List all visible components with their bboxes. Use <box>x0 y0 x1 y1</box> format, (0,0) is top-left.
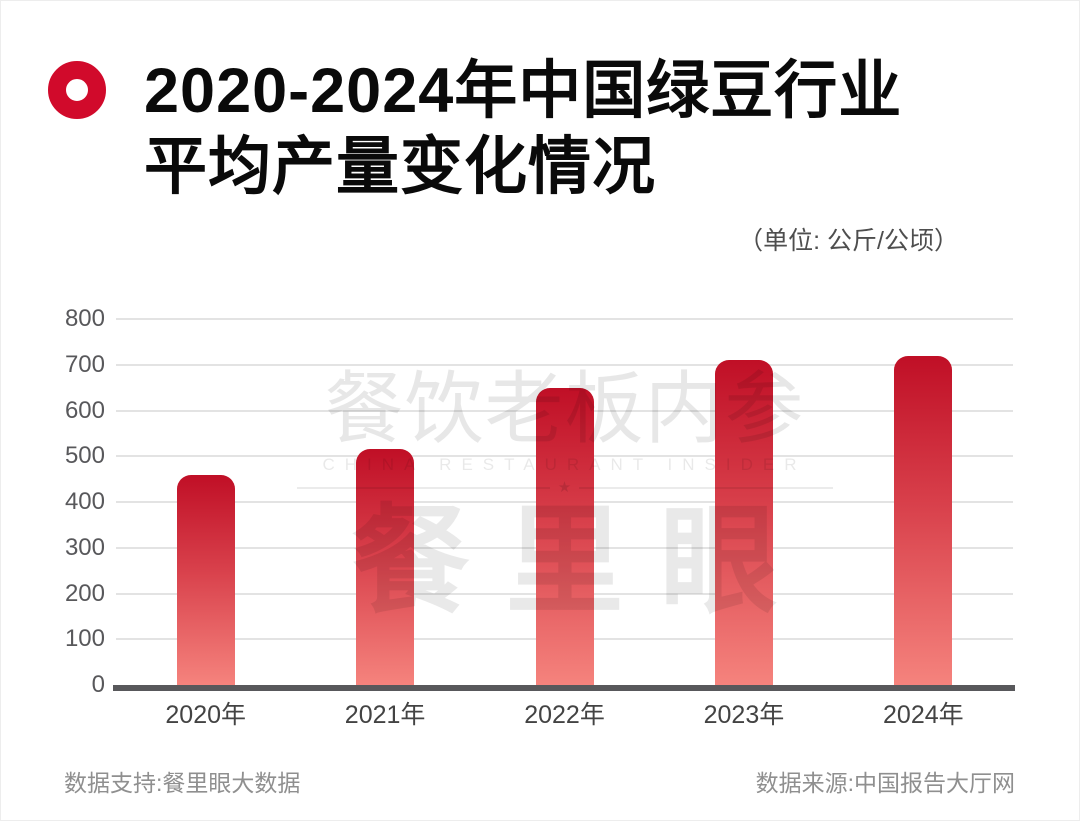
y-tick-label: 0 <box>91 671 105 698</box>
bar <box>894 355 953 685</box>
x-axis-baseline <box>113 685 1015 691</box>
bar-column <box>295 319 474 685</box>
y-tick-label: 300 <box>64 533 105 561</box>
bar-column <box>834 319 1013 685</box>
x-tick-label: 2024年 <box>883 701 964 729</box>
x-tick-label: 2021年 <box>344 701 426 729</box>
y-tick-label: 700 <box>64 350 105 378</box>
y-tick-label: 100 <box>64 625 105 653</box>
x-tick-label: 2023年 <box>703 701 785 729</box>
bar-column <box>654 319 833 685</box>
bar <box>176 474 235 685</box>
footer-data-source: 数据来源:中国报告大厅网 <box>755 770 1015 796</box>
y-tick-label: 400 <box>64 488 105 515</box>
y-tick-label: 500 <box>64 442 105 470</box>
unit-label: （单位: 公斤/公顷） <box>738 227 959 255</box>
bar-column <box>475 319 654 685</box>
bar <box>535 387 594 685</box>
x-tick-label: 2020年 <box>165 701 247 729</box>
y-tick-label: 800 <box>64 305 105 332</box>
x-axis: 2020年 2021年 2022年 2023年 2024年 <box>116 695 1013 731</box>
header: 2020-2024年中国绿豆行业 平均产量变化情况 <box>48 53 902 205</box>
bar-column <box>116 319 295 685</box>
page-title: 2020-2024年中国绿豆行业 平均产量变化情况 <box>144 53 902 205</box>
gridline <box>116 363 1013 366</box>
y-tick-label: 200 <box>64 579 105 607</box>
ring-bullet-icon <box>48 61 106 119</box>
footer: 数据支持:餐里眼大数据 数据来源:中国报告大厅网 <box>64 764 1015 798</box>
bar <box>714 360 773 685</box>
x-tick-label: 2022年 <box>524 701 605 729</box>
bars-container <box>116 319 1013 685</box>
page-title-line2: 平均产量变化情况 <box>144 132 656 202</box>
y-tick-label: 600 <box>64 396 105 424</box>
plot-area: 餐饮老板内参 CHINA RESTAURANT INSIDER ★ 餐里眼 <box>113 318 1015 691</box>
bar <box>356 449 415 685</box>
page-title-line1: 2020-2024年中国绿豆行业 <box>144 56 903 126</box>
gridline <box>116 318 1013 320</box>
footer-data-support: 数据支持:餐里眼大数据 <box>64 770 301 796</box>
y-axis: 0 100 200 300 400 500 600 700 800 <box>1 305 105 698</box>
